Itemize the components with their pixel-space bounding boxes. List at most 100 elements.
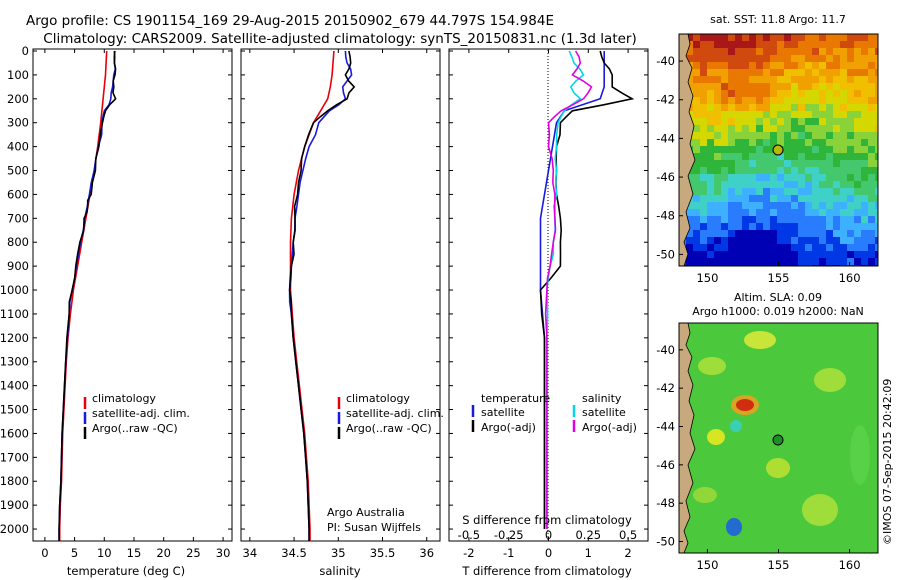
sst-cell bbox=[693, 97, 700, 104]
sst-cell bbox=[686, 251, 693, 258]
sst-cell bbox=[861, 216, 868, 223]
sst-cell bbox=[784, 69, 791, 76]
sst-cell bbox=[805, 202, 812, 209]
sst-cell bbox=[700, 97, 707, 104]
sst-cell bbox=[742, 41, 749, 48]
sst-cell bbox=[770, 167, 777, 174]
difference-legend: temperature satellite Argo(-adj) salinit… bbox=[471, 392, 637, 434]
sst-cell bbox=[763, 125, 770, 132]
depth-tick-label: 200 bbox=[7, 92, 29, 106]
institution-note: Argo Australia bbox=[327, 506, 405, 519]
sst-cell bbox=[868, 181, 875, 188]
sst-cell bbox=[791, 139, 798, 146]
sst-cell bbox=[826, 209, 833, 216]
sst-cell bbox=[805, 132, 812, 139]
sst-cell bbox=[819, 244, 826, 251]
sst-cell bbox=[700, 237, 707, 244]
sst-cell bbox=[819, 34, 826, 41]
sst-cell bbox=[819, 97, 826, 104]
sst-cell bbox=[868, 146, 875, 153]
x-tick-label: 30 bbox=[216, 546, 231, 560]
map-x-tick-label: 155 bbox=[768, 558, 790, 572]
sst-cell bbox=[826, 237, 833, 244]
sst-cell bbox=[700, 76, 707, 83]
sst-cell bbox=[770, 90, 777, 97]
sst-cell bbox=[756, 244, 763, 251]
sst-cell bbox=[735, 132, 742, 139]
sst-cell bbox=[770, 104, 777, 111]
sst-cell bbox=[784, 132, 791, 139]
legend-label-climatology: climatology bbox=[346, 392, 410, 405]
sst-cell bbox=[728, 34, 735, 41]
imos-credit: ©IMOS 07-Sep-2015 20:42:09 bbox=[881, 379, 894, 545]
sst-cell bbox=[735, 83, 742, 90]
sst-cell bbox=[875, 132, 878, 139]
sst-cell bbox=[763, 132, 770, 139]
sst-cell bbox=[707, 209, 714, 216]
sst-cell bbox=[714, 216, 721, 223]
map-y-tick-label: -50 bbox=[656, 247, 675, 261]
sst-cell bbox=[861, 237, 868, 244]
sst-cell bbox=[770, 153, 777, 160]
sst-cell bbox=[693, 216, 700, 223]
sst-cell bbox=[700, 216, 707, 223]
sst-cell bbox=[707, 244, 714, 251]
sst-cell bbox=[805, 160, 812, 167]
sst-cell bbox=[721, 167, 728, 174]
sst-cell bbox=[763, 34, 770, 41]
sst-cell bbox=[728, 181, 735, 188]
sla-anomaly-blob bbox=[850, 425, 870, 485]
sst-cell bbox=[833, 251, 840, 258]
sst-cell bbox=[875, 195, 878, 202]
depth-tick-label: 1700 bbox=[0, 450, 29, 464]
sst-cell bbox=[840, 188, 847, 195]
s-tick-label: -0.5 bbox=[458, 528, 480, 542]
sst-cell bbox=[721, 41, 728, 48]
sst-cell bbox=[812, 181, 819, 188]
sst-cell bbox=[861, 188, 868, 195]
sst-cell bbox=[728, 174, 735, 181]
sst-cell bbox=[721, 160, 728, 167]
salinity-profile-lines bbox=[288, 50, 356, 541]
sst-cell bbox=[875, 188, 878, 195]
sst-cell bbox=[791, 55, 798, 62]
sst-cell bbox=[805, 41, 812, 48]
sst-cell bbox=[763, 188, 770, 195]
sst-cell bbox=[714, 97, 721, 104]
sst-cell bbox=[777, 41, 784, 48]
sst-cell bbox=[798, 55, 805, 62]
sst-cell bbox=[805, 251, 812, 258]
sst-cell bbox=[742, 146, 749, 153]
sst-cell bbox=[728, 104, 735, 111]
sst-cell bbox=[700, 146, 707, 153]
sst-cell bbox=[791, 216, 798, 223]
sst-cell bbox=[742, 153, 749, 160]
temperature-plot-frame bbox=[32, 48, 233, 542]
sst-cell bbox=[742, 202, 749, 209]
sst-cell bbox=[798, 146, 805, 153]
sst-cell bbox=[847, 230, 854, 237]
sst-cell bbox=[742, 258, 749, 265]
sst-cell bbox=[700, 125, 707, 132]
s-difference-axis-ticks: -0.5 -0.25 0 0.25 0.5 bbox=[458, 528, 638, 542]
sst-cell bbox=[721, 69, 728, 76]
sst-cell bbox=[735, 209, 742, 216]
x-tick-label: 35.5 bbox=[370, 546, 396, 560]
sst-cell bbox=[777, 48, 784, 55]
sst-cell bbox=[756, 62, 763, 69]
depth-axis-ticks: 0 100 200 300 400 500 600 700 800 900 1000 1100 1200… bbox=[0, 44, 232, 536]
sst-cell bbox=[854, 251, 861, 258]
sst-cell bbox=[693, 118, 700, 125]
sst-cell bbox=[868, 195, 875, 202]
sst-cell bbox=[707, 125, 714, 132]
sst-cell bbox=[861, 174, 868, 181]
sst-cell bbox=[728, 146, 735, 153]
sst-cell bbox=[812, 237, 819, 244]
sst-cell bbox=[791, 244, 798, 251]
figure-title-line1: Argo profile: CS 1901154_169 29-Aug-2015… bbox=[26, 13, 554, 29]
sst-cell bbox=[707, 237, 714, 244]
sst-cell bbox=[693, 48, 700, 55]
sst-cell bbox=[693, 62, 700, 69]
sst-cell bbox=[826, 83, 833, 90]
sst-cell bbox=[875, 83, 878, 90]
